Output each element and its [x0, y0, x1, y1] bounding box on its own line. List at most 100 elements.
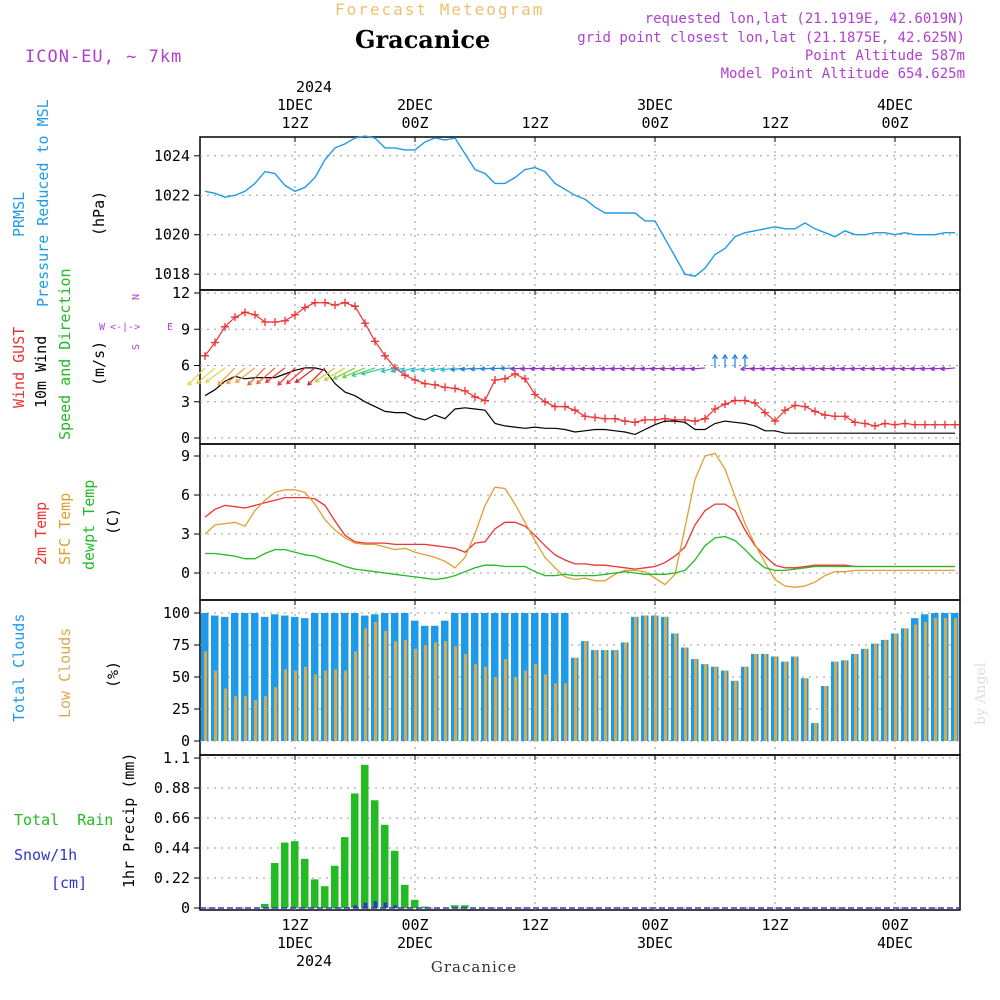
bottom-date-label: 3DEC: [637, 934, 673, 952]
wind-arrowhead: [529, 366, 535, 372]
wind-arrow: [277, 367, 296, 386]
wind-arrow: [247, 367, 266, 386]
low-cloud-bar: [424, 645, 427, 741]
low-cloud-bar: [404, 639, 407, 741]
gust-marker: [881, 419, 889, 428]
top-date-label: 3DEC: [637, 96, 673, 114]
wind-arrow: [286, 367, 306, 385]
wind-arrowhead: [234, 378, 240, 384]
wind-arrowhead: [459, 366, 466, 372]
low-cloud-bar: [354, 651, 357, 741]
wind-arrowhead: [294, 378, 300, 384]
wind-arrowhead: [789, 366, 795, 372]
wind-arrowhead: [579, 366, 585, 372]
low-cloud-bar: [294, 670, 297, 741]
rain-bar: [311, 879, 319, 908]
panel-frame: [199, 289, 961, 445]
p4-unit: (%): [104, 661, 122, 688]
gust-marker: [791, 401, 799, 410]
gust-marker: [931, 420, 939, 429]
sfc-temp-line: [204, 452, 955, 588]
low-cloud-bar: [854, 653, 857, 741]
wind-arrow: [217, 367, 236, 386]
total-cloud-bar: [551, 613, 559, 741]
wind-arrowhead: [839, 366, 845, 372]
wind-arrow: [691, 367, 706, 370]
rain-bar: [371, 800, 379, 908]
wind-arrowhead: [217, 380, 223, 386]
wind-arrowhead: [360, 370, 366, 376]
wind-arrowhead: [711, 353, 719, 360]
gust-marker: [691, 417, 699, 426]
low-cloud-bar: [634, 616, 637, 741]
low-cloud-bar: [804, 678, 807, 741]
gust-marker: [521, 374, 529, 383]
snow-bar: [393, 905, 398, 908]
dewpoint-line: [205, 535, 955, 581]
wind-arrow: [295, 367, 316, 383]
wind-arrow: [381, 367, 396, 373]
wind-arrowhead: [323, 376, 329, 381]
wind-arrowhead: [799, 366, 805, 372]
wind-arrowhead: [226, 379, 231, 385]
gust-marker: [861, 419, 869, 428]
y-tick-label: 0.22: [154, 869, 190, 887]
gust-marker: [651, 415, 659, 424]
wind-arrowhead: [390, 368, 396, 374]
gust-marker: [901, 419, 909, 428]
gust-marker: [371, 337, 379, 346]
rain-bar: [351, 793, 359, 908]
wind-arrow: [361, 367, 386, 375]
gust-marker: [241, 308, 249, 317]
gust-marker: [711, 405, 719, 413]
model-altitude: Model Point Altitude 654.625m: [721, 66, 965, 82]
wind-arrowhead: [420, 367, 426, 373]
total-cloud-bar: [221, 616, 229, 741]
low-cloud-bar: [624, 642, 627, 741]
wind-arrowhead: [187, 380, 193, 386]
wind-arrowhead: [779, 366, 785, 372]
compass-we-arrows: <-|->: [110, 322, 140, 333]
low-cloud-bar: [764, 653, 767, 741]
compass-w: W: [99, 322, 106, 333]
wind-arrowhead: [689, 366, 695, 372]
gust-marker: [951, 420, 959, 429]
gust-marker: [921, 420, 929, 429]
total-cloud-bar: [261, 616, 269, 741]
gust-marker: [571, 406, 579, 415]
wind-arrowhead: [679, 366, 685, 372]
low-cloud-bar: [714, 666, 717, 741]
p2-unit: (m/s): [90, 341, 108, 386]
top-hour-label: 00Z: [401, 114, 428, 132]
wind-arrowhead: [509, 366, 515, 372]
snow-bar: [353, 905, 358, 908]
total-cloud-bar: [251, 613, 259, 741]
wind-arrowhead: [629, 366, 635, 372]
gust-marker: [541, 397, 549, 406]
low-cloud-bar: [734, 680, 737, 741]
wind-arrowhead: [599, 366, 605, 372]
y-tick-label: 0.88: [154, 779, 190, 797]
wind-arrowhead: [721, 353, 729, 360]
top-date-label: 2DEC: [397, 96, 433, 114]
rain-bar: [451, 905, 459, 908]
gust-marker: [211, 338, 219, 347]
wind-arrowhead: [204, 378, 210, 384]
low-cloud-bar: [314, 674, 317, 741]
y-tick-label: 3: [181, 393, 190, 411]
gust-marker: [481, 396, 489, 405]
top-hour-label: 00Z: [881, 114, 908, 132]
low-cloud-bar: [274, 687, 277, 741]
low-cloud-bar: [554, 683, 557, 741]
low-cloud-bar: [364, 628, 367, 741]
rain-bar: [261, 903, 269, 908]
wind-arrow: [342, 367, 366, 378]
wind-arrowhead: [449, 366, 456, 372]
gust-marker: [741, 396, 749, 405]
wind-arrowhead: [879, 366, 885, 372]
y-tick-label: 1.1: [163, 749, 190, 767]
y-tick-label: 3: [181, 525, 190, 543]
total-cloud-bar: [271, 614, 279, 741]
